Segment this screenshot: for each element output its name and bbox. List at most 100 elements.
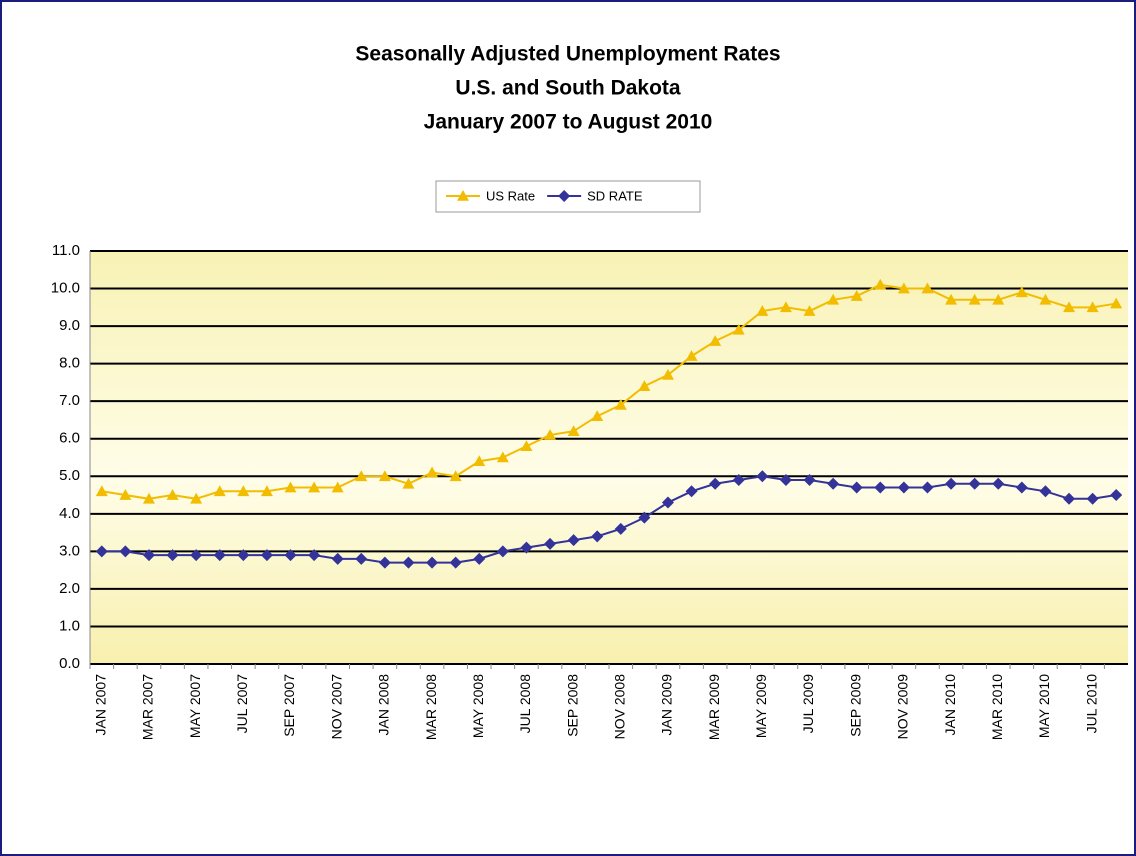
- data-point: [166, 549, 179, 562]
- chart-title: Seasonally Adjusted Unemployment Rates: [355, 43, 780, 66]
- data-point: [166, 489, 179, 500]
- x-tick-label: MAR 2009: [706, 674, 722, 740]
- data-point: [732, 474, 745, 487]
- x-tick-label: SEP 2009: [847, 674, 863, 737]
- data-point: [95, 485, 108, 497]
- x-tick-label: JUL 2009: [800, 674, 816, 734]
- data-point: [1086, 301, 1099, 313]
- data-point: [119, 489, 132, 500]
- data-point: [709, 477, 722, 490]
- x-tick-label: NOV 2007: [328, 674, 344, 740]
- data-point: [827, 293, 840, 305]
- data-point: [1039, 485, 1052, 498]
- data-point: [1015, 481, 1028, 494]
- data-point: [732, 323, 745, 335]
- y-tick-label: 10.0: [51, 280, 80, 297]
- data-point: [968, 477, 981, 490]
- y-tick-label: 1.0: [59, 617, 80, 634]
- y-tick-label: 4.0: [59, 505, 80, 522]
- data-point: [284, 549, 297, 562]
- data-point: [473, 552, 486, 565]
- data-point: [803, 474, 816, 487]
- x-tick-label: JUL 2007: [234, 674, 250, 734]
- data-point: [945, 293, 958, 305]
- data-point: [591, 530, 604, 543]
- y-tick-label: 11.0: [52, 242, 80, 259]
- legend-marker: [558, 190, 571, 202]
- data-point: [308, 549, 321, 562]
- y-tick-label: 9.0: [59, 317, 80, 334]
- data-point: [850, 481, 863, 494]
- legend-marker: [457, 190, 469, 201]
- data-point: [756, 305, 769, 316]
- x-tick-label: JAN 2007: [92, 674, 108, 736]
- chart-title: U.S. and South Dakota: [455, 77, 681, 100]
- data-point: [685, 485, 698, 498]
- data-point: [190, 492, 203, 504]
- data-point: [921, 481, 934, 494]
- data-point: [402, 477, 415, 489]
- data-point: [496, 451, 509, 463]
- data-point: [709, 335, 722, 346]
- data-point: [591, 410, 604, 421]
- data-point: [378, 556, 391, 569]
- x-tick-label: JUL 2010: [1083, 674, 1099, 734]
- data-point: [992, 293, 1005, 305]
- data-point: [661, 368, 674, 380]
- data-point: [897, 282, 910, 294]
- data-point: [496, 545, 509, 558]
- x-tick-label: MAY 2008: [470, 674, 486, 738]
- data-point: [1063, 301, 1076, 313]
- data-point: [1063, 492, 1076, 505]
- data-point: [992, 477, 1005, 490]
- data-point: [213, 549, 226, 562]
- x-tick-label: MAY 2010: [1036, 674, 1052, 738]
- y-tick-label: 3.0: [59, 542, 80, 559]
- y-tick-label: 8.0: [59, 355, 80, 372]
- data-point: [1015, 286, 1028, 298]
- x-tick-label: MAR 2008: [423, 674, 439, 740]
- data-point: [544, 537, 557, 550]
- data-point: [95, 545, 108, 558]
- data-point: [1086, 492, 1099, 505]
- data-point: [850, 290, 863, 301]
- data-point: [331, 481, 344, 493]
- data-point: [638, 511, 651, 524]
- series-line: [101, 283, 1117, 500]
- x-tick-label: MAY 2009: [753, 674, 769, 738]
- data-point: [685, 350, 698, 361]
- data-point: [449, 470, 462, 482]
- data-point: [260, 549, 273, 562]
- data-point: [284, 481, 297, 493]
- data-point: [544, 428, 557, 440]
- y-tick-label: 5.0: [59, 467, 80, 484]
- x-tick-label: NOV 2008: [611, 674, 627, 740]
- data-point: [190, 549, 203, 562]
- data-point: [402, 556, 415, 569]
- data-point: [779, 301, 792, 313]
- x-tick-label: SEP 2008: [564, 674, 580, 737]
- data-point: [614, 398, 627, 410]
- y-tick-label: 2.0: [59, 580, 80, 597]
- data-point: [237, 485, 250, 497]
- x-tick-label: JAN 2010: [942, 674, 958, 736]
- data-point: [779, 474, 792, 487]
- data-point: [1110, 297, 1123, 309]
- data-point: [520, 541, 533, 554]
- x-tick-label: NOV 2009: [895, 674, 911, 740]
- data-point: [473, 455, 486, 467]
- data-point: [308, 481, 321, 493]
- data-point: [614, 522, 627, 535]
- data-point: [874, 278, 887, 290]
- y-tick-label: 0.0: [59, 655, 80, 672]
- data-point: [945, 477, 958, 490]
- data-point: [355, 552, 368, 565]
- x-tick-label: MAR 2010: [989, 674, 1005, 740]
- data-point: [756, 470, 769, 483]
- data-point: [827, 477, 840, 490]
- data-point: [426, 466, 439, 478]
- data-point: [567, 425, 580, 437]
- x-tick-label: MAR 2007: [140, 674, 156, 740]
